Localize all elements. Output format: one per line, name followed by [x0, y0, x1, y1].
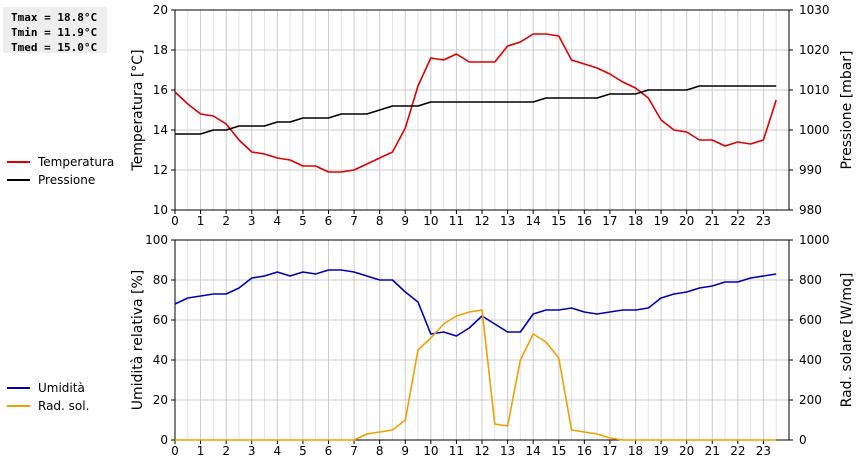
plot-frame	[174, 239, 790, 441]
x-tick-label: 2	[222, 214, 230, 228]
x-tick-label: 10	[423, 214, 438, 228]
y-tick-label: 12	[153, 163, 168, 177]
x-tick-label: 14	[526, 444, 541, 458]
x-tick-label: 0	[171, 444, 179, 458]
x-tick-label: 23	[756, 444, 771, 458]
legend-label: Pressione	[38, 173, 95, 187]
y2-axis-label: Rad. solare [W/mq]	[839, 273, 855, 408]
x-tick-label: 18	[628, 214, 643, 228]
y2-tick-label: 1030	[799, 3, 830, 17]
x-tick-label: 9	[401, 444, 409, 458]
x-tick-label: 23	[756, 214, 771, 228]
x-tick-label: 15	[551, 444, 566, 458]
y-tick-label: 40	[153, 353, 168, 367]
y2-tick-label: 200	[799, 393, 822, 407]
x-tick-label: 12	[474, 214, 489, 228]
x-tick-label: 3	[248, 214, 256, 228]
series-line-pressione	[175, 85, 777, 135]
y-tick-label: 60	[153, 313, 168, 327]
y-tick-label: 10	[153, 203, 168, 217]
x-tick-label: 7	[350, 444, 358, 458]
y-tick-label: 20	[153, 3, 168, 17]
x-tick-label: 11	[449, 214, 464, 228]
legend-label: Umidità	[38, 381, 85, 395]
x-tick-label: 19	[653, 214, 668, 228]
y-axis-label: Umidità relativa [%]	[130, 270, 146, 411]
series-line-umidit	[174, 269, 777, 337]
x-tick-label: 22	[730, 214, 745, 228]
x-tick-label: 2	[222, 444, 230, 458]
x-tick-label: 1	[197, 214, 205, 228]
x-tick-label: 16	[577, 444, 592, 458]
x-tick-label: 14	[526, 214, 541, 228]
x-tick-label: 8	[376, 444, 384, 458]
x-tick-label: 8	[376, 214, 384, 228]
x-tick-label: 13	[500, 214, 515, 228]
x-tick-label: 6	[325, 444, 333, 458]
x-tick-label: 22	[730, 444, 745, 458]
legend-label: Rad. sol.	[38, 399, 89, 413]
y2-tick-label: 600	[799, 313, 822, 327]
y-tick-label: 80	[153, 273, 168, 287]
series-line-temperatura	[174, 33, 777, 173]
y2-tick-label: 1020	[799, 43, 830, 57]
x-tick-label: 5	[299, 214, 307, 228]
x-tick-label: 13	[500, 444, 515, 458]
x-tick-label: 0	[171, 214, 179, 228]
x-tick-label: 10	[423, 444, 438, 458]
chart-panel-2: 0 1 2 3 4 5 6 7 8 9 10 11 12 13 14 15 16 17 18 19 20 21 22 2302…	[7, 233, 855, 458]
y2-tick-label: 1010	[799, 83, 830, 97]
y-tick-label: 20	[153, 393, 168, 407]
x-tick-label: 9	[401, 214, 409, 228]
y2-axis-label: Pressione [mbar]	[839, 50, 855, 169]
y2-tick-label: 0	[799, 433, 807, 447]
y-tick-label: 14	[153, 123, 168, 137]
x-tick-label: 5	[299, 444, 307, 458]
y2-tick-label: 980	[799, 203, 822, 217]
x-tick-label: 16	[577, 214, 592, 228]
y2-tick-label: 1000	[799, 123, 830, 137]
legend-label: Temperatura	[37, 155, 114, 169]
y2-tick-label: 400	[799, 353, 822, 367]
y-tick-label: 0	[160, 433, 168, 447]
x-tick-label: 4	[274, 444, 282, 458]
x-tick-label: 6	[325, 214, 333, 228]
y-tick-label: 16	[153, 83, 168, 97]
chart-panel-1: 0 1 2 3 4 5 6 7 8 9 10 11 12 13 14 15 16 17 18 19 20 21 22 2310…	[7, 3, 855, 228]
x-tick-label: 20	[679, 214, 694, 228]
y-axis-label: Temperatura [°C]	[130, 49, 146, 171]
x-tick-label: 15	[551, 214, 566, 228]
x-tick-label: 3	[248, 444, 256, 458]
x-tick-label: 12	[474, 444, 489, 458]
plot-frame	[174, 9, 790, 211]
x-tick-label: 17	[602, 214, 617, 228]
x-tick-label: 21	[705, 214, 720, 228]
y-tick-label: 100	[145, 233, 168, 247]
y-tick-label: 18	[153, 43, 168, 57]
x-tick-label: 4	[274, 214, 282, 228]
x-tick-label: 17	[602, 444, 617, 458]
series-line-rad-sol	[175, 309, 777, 441]
tmed-label: Tmed = 15.0°C	[11, 41, 98, 54]
x-tick-label: 20	[679, 444, 694, 458]
x-tick-label: 19	[653, 444, 668, 458]
tmin-label: Tmin = 11.9°C	[11, 26, 98, 39]
y2-tick-label: 800	[799, 273, 822, 287]
tmax-label: Tmax = 18.8°C	[11, 11, 98, 24]
x-tick-label: 1	[197, 444, 205, 458]
stats-box: Tmax = 18.8°C Tmin = 11.9°C Tmed = 15.0°…	[3, 7, 107, 54]
y2-tick-label: 1000	[799, 233, 830, 247]
y2-tick-label: 990	[799, 163, 822, 177]
x-tick-label: 21	[705, 444, 720, 458]
x-tick-label: 18	[628, 444, 643, 458]
x-tick-label: 11	[449, 444, 464, 458]
x-tick-label: 7	[350, 214, 358, 228]
